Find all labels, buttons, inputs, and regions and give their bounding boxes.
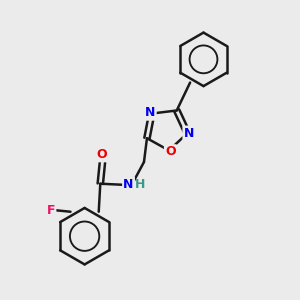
Text: F: F <box>46 204 55 217</box>
Text: O: O <box>165 146 176 158</box>
Text: N: N <box>145 106 155 119</box>
Text: N: N <box>184 127 194 140</box>
Text: N: N <box>123 178 134 190</box>
Text: O: O <box>97 148 107 161</box>
Text: H: H <box>135 178 145 190</box>
